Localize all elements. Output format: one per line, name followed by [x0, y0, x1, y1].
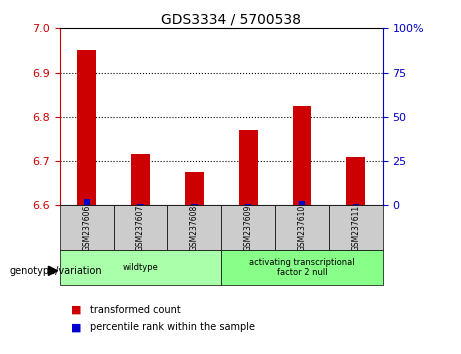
Bar — [167, 205, 221, 250]
Bar — [346, 157, 365, 205]
Bar — [60, 205, 114, 250]
Text: GSM237610: GSM237610 — [297, 204, 307, 251]
Text: GSM237609: GSM237609 — [244, 204, 253, 251]
Text: activating transcriptional
factor 2 null: activating transcriptional factor 2 null — [249, 258, 355, 277]
Bar — [329, 205, 383, 250]
Bar — [60, 250, 221, 285]
Text: percentile rank within the sample: percentile rank within the sample — [90, 322, 255, 332]
Bar — [239, 130, 258, 205]
Text: GSM237606: GSM237606 — [83, 204, 91, 251]
Text: GSM237611: GSM237611 — [351, 204, 360, 251]
Bar — [185, 172, 204, 205]
Bar — [83, 199, 90, 205]
Bar — [191, 204, 198, 205]
Bar — [131, 154, 150, 205]
Bar — [293, 106, 311, 205]
Bar — [77, 51, 96, 205]
Text: wildtype: wildtype — [123, 263, 159, 272]
Text: ■: ■ — [71, 322, 82, 332]
Text: genotype/variation: genotype/variation — [9, 266, 102, 276]
Text: GDS3334 / 5700538: GDS3334 / 5700538 — [160, 12, 301, 27]
Bar — [137, 204, 144, 205]
Bar — [353, 204, 359, 205]
Bar — [221, 250, 383, 285]
Bar — [114, 205, 167, 250]
Text: ■: ■ — [71, 305, 82, 315]
Bar — [275, 205, 329, 250]
Text: transformed count: transformed count — [90, 305, 181, 315]
Bar — [299, 201, 305, 205]
Text: GSM237608: GSM237608 — [190, 204, 199, 251]
Polygon shape — [48, 266, 58, 275]
Bar — [245, 204, 251, 205]
Text: GSM237607: GSM237607 — [136, 204, 145, 251]
Bar — [221, 205, 275, 250]
